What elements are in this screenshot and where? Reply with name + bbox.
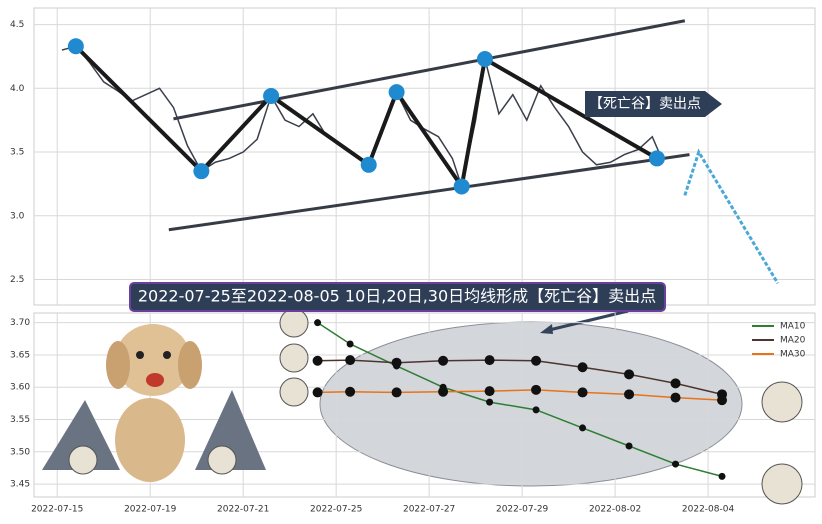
skulls (68, 308, 803, 505)
dog-eye (163, 351, 171, 359)
ma-point (531, 355, 542, 366)
pivot-point (388, 84, 405, 101)
ma-line (317, 322, 723, 478)
ma-point (391, 357, 402, 368)
ma-point (670, 378, 681, 389)
y-tick-label: 2.5 (10, 275, 24, 285)
x-tick-label: 2022-07-25 (310, 505, 362, 515)
ma-line (317, 389, 723, 401)
ma-point (312, 387, 323, 398)
ma-point (624, 389, 635, 400)
x-tick-label: 2022-07-27 (403, 505, 455, 515)
skull (68, 445, 98, 475)
ma-point (391, 387, 402, 398)
pointer-head (540, 324, 553, 334)
bottom-layer (34, 309, 815, 497)
dog-mouth (146, 373, 164, 387)
skull (279, 308, 309, 338)
y-tick-label: 3.70 (10, 318, 30, 328)
y-tick-label: 3.45 (10, 480, 30, 490)
x-tick-label: 2022-08-02 (589, 505, 641, 515)
ma-point (346, 340, 354, 348)
y-tick-label: 3.50 (10, 447, 30, 457)
dog-ear (178, 341, 202, 389)
ma-point (438, 386, 449, 397)
x-tick-label: 2022-07-15 (31, 505, 83, 515)
y-tick-label: 3.0 (10, 211, 25, 221)
y-tick-label: 3.55 (10, 415, 30, 425)
ma-point (314, 319, 322, 327)
legend-label: MA20 (780, 336, 806, 346)
ma-point (579, 424, 587, 432)
zigzag-line (74, 44, 658, 192)
title-bg (129, 282, 666, 312)
pivot-point (648, 150, 665, 167)
ma-point (438, 355, 449, 366)
pivot-point (453, 178, 470, 195)
ma-point (486, 398, 494, 406)
dog-body (115, 398, 185, 482)
skull (279, 343, 309, 373)
y-tick-label: 4.5 (10, 20, 24, 30)
ma-line (317, 359, 723, 396)
ma-point (345, 355, 356, 366)
banner-text: 【死亡谷】卖出点 (589, 96, 701, 112)
x-tick-label: 2022-08-04 (682, 505, 735, 515)
banner-shape (585, 91, 722, 117)
projection-line (683, 148, 780, 285)
x-tick-label: 2022-07-19 (124, 505, 177, 515)
decoration (42, 308, 803, 505)
top-layer (34, 8, 815, 305)
ma-point (312, 355, 323, 366)
ma-point (484, 355, 495, 366)
pivot-point (263, 87, 280, 104)
y-tick-label: 3.60 (10, 383, 30, 393)
pivot-point (193, 163, 210, 180)
channel-line (168, 153, 690, 232)
ma-point (717, 395, 728, 406)
ma-point (670, 392, 681, 403)
ma-point (625, 442, 633, 450)
y-tick-label: 3.5 (10, 148, 24, 158)
dog-ear (106, 341, 130, 389)
skull (761, 463, 803, 505)
pivot-point (67, 38, 84, 55)
x-tick-label: 2022-07-21 (217, 505, 269, 515)
legend-label: MA10 (780, 322, 806, 332)
ma-point (577, 362, 588, 373)
ma-point (718, 472, 726, 480)
skull (761, 381, 803, 423)
top-panel (33, 7, 816, 306)
legend-label: MA30 (780, 350, 806, 360)
pivot-point (360, 156, 377, 173)
annotation-banner: 【死亡谷】卖出点 (585, 91, 722, 117)
pointer-arrow (544, 309, 629, 333)
y-tick-label: 4.0 (10, 84, 25, 94)
ma-point (531, 384, 542, 395)
skull (207, 445, 237, 475)
mountain (42, 400, 120, 470)
ma-point (484, 386, 495, 397)
ma-point (577, 387, 588, 398)
skull (279, 377, 309, 407)
chart-title: 2022-07-25至2022-08-05 10日,20日,30日均线形成【死亡… (138, 287, 656, 306)
dog-head (115, 324, 191, 396)
y-tick-label: 3.65 (10, 350, 30, 360)
highlight-ellipse (319, 321, 743, 487)
ma-point (624, 369, 635, 380)
ma-point (672, 460, 680, 468)
pivot-point (476, 50, 493, 67)
ma-point (345, 386, 356, 397)
title-box: 2022-07-25至2022-08-05 10日,20日,30日均线形成【死亡… (129, 282, 666, 312)
x-tick-label: 2022-07-29 (496, 505, 549, 515)
dog-eye (136, 351, 144, 359)
ma-point (532, 406, 540, 414)
channel-line (173, 19, 686, 121)
